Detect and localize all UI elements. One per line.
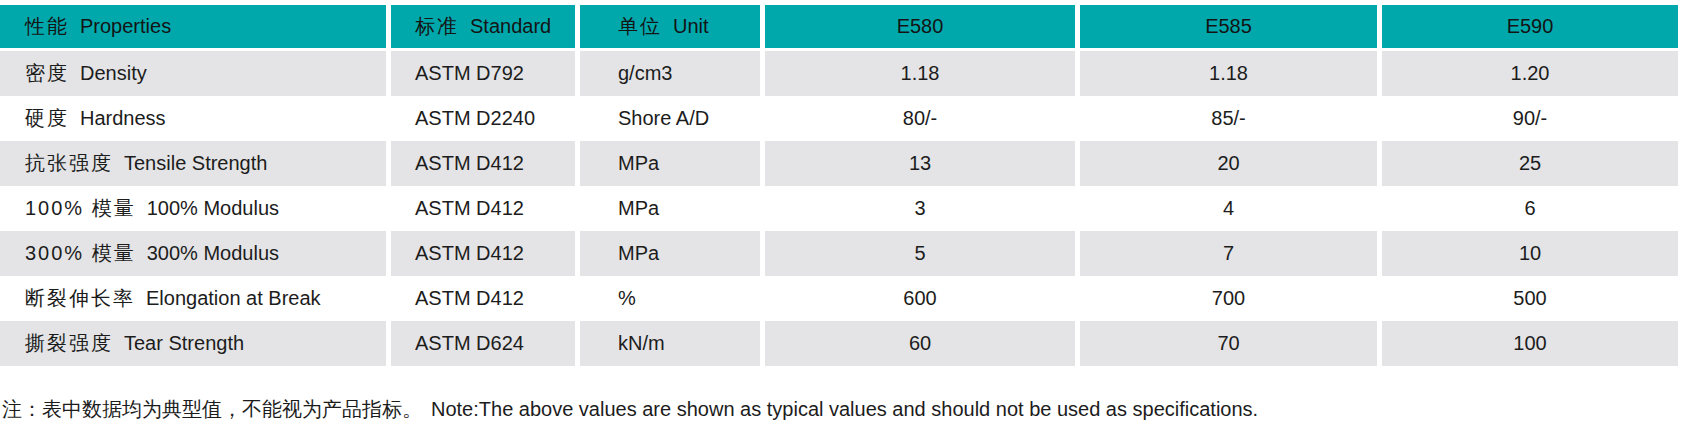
column-header-e590: E590 bbox=[1377, 5, 1678, 51]
e585-value-cell: 70 bbox=[1075, 321, 1377, 366]
standard-cell: ASTM D792 bbox=[386, 51, 575, 96]
e590-value-cell: 100 bbox=[1377, 321, 1678, 366]
unit-cell: MPa bbox=[575, 186, 760, 231]
property-en: Density bbox=[80, 62, 147, 84]
unit-cell: MPa bbox=[575, 141, 760, 186]
e590-value-cell: 6 bbox=[1377, 186, 1678, 231]
unit-cell: g/cm3 bbox=[575, 51, 760, 96]
property-cell: 密度 Density bbox=[0, 51, 386, 96]
table-row: 300% 模量 300% Modulus ASTM D412 MPa 5 7 10 bbox=[0, 231, 1678, 276]
property-en: Elongation at Break bbox=[146, 287, 321, 309]
table-row: 撕裂强度 Tear Strength ASTM D624 kN/m 60 70 1… bbox=[0, 321, 1678, 366]
unit-cell: % bbox=[575, 276, 760, 321]
standard-cell: ASTM D412 bbox=[386, 186, 575, 231]
column-header-standard-en: Standard bbox=[470, 15, 551, 37]
column-header-e585: E585 bbox=[1075, 5, 1377, 51]
table-header-row: 性能 Properties 标准 Standard 单位 Unit E580 E585… bbox=[0, 5, 1678, 51]
e590-value-cell: 500 bbox=[1377, 276, 1678, 321]
e580-value-cell: 5 bbox=[760, 231, 1075, 276]
column-header-standard-zh: 标准 bbox=[415, 15, 459, 37]
standard-cell: ASTM D412 bbox=[386, 276, 575, 321]
e585-value-cell: 20 bbox=[1075, 141, 1377, 186]
property-en: Hardness bbox=[80, 107, 166, 129]
e585-value-cell: 4 bbox=[1075, 186, 1377, 231]
property-zh: 硬度 bbox=[25, 107, 69, 129]
property-zh: 断裂伸长率 bbox=[25, 287, 135, 309]
property-cell: 300% 模量 300% Modulus bbox=[0, 231, 386, 276]
column-header-unit-zh: 单位 bbox=[618, 15, 662, 37]
standard-cell: ASTM D412 bbox=[386, 141, 575, 186]
property-cell: 抗张强度 Tensile Strength bbox=[0, 141, 386, 186]
properties-table: 性能 Properties 标准 Standard 单位 Unit E580 E585… bbox=[0, 5, 1678, 366]
column-header-unit-en: Unit bbox=[673, 15, 709, 37]
e580-value-cell: 80/- bbox=[760, 96, 1075, 141]
property-zh: 撕裂强度 bbox=[25, 332, 113, 354]
column-header-unit: 单位 Unit bbox=[575, 5, 760, 51]
e580-value-cell: 3 bbox=[760, 186, 1075, 231]
property-zh: 100% 模量 bbox=[25, 197, 136, 219]
product-datasheet: 性能 Properties 标准 Standard 单位 Unit E580 E585… bbox=[0, 0, 1683, 422]
e585-value-cell: 85/- bbox=[1075, 96, 1377, 141]
property-zh: 抗张强度 bbox=[25, 152, 113, 174]
footnote-en: Note:The above values are shown as typic… bbox=[431, 398, 1258, 420]
e580-value-cell: 60 bbox=[760, 321, 1075, 366]
property-en: Tear Strength bbox=[124, 332, 244, 354]
standard-cell: ASTM D2240 bbox=[386, 96, 575, 141]
e590-value-cell: 10 bbox=[1377, 231, 1678, 276]
property-en: 300% Modulus bbox=[147, 242, 279, 264]
e590-value-cell: 1.20 bbox=[1377, 51, 1678, 96]
property-zh: 300% 模量 bbox=[25, 242, 136, 264]
column-header-e580: E580 bbox=[760, 5, 1075, 51]
table-row: 硬度 Hardness ASTM D2240 Shore A/D 80/- 85/… bbox=[0, 96, 1678, 141]
unit-cell: MPa bbox=[575, 231, 760, 276]
e585-value-cell: 1.18 bbox=[1075, 51, 1377, 96]
property-zh: 密度 bbox=[25, 62, 69, 84]
property-en: 100% Modulus bbox=[147, 197, 279, 219]
column-header-standard: 标准 Standard bbox=[386, 5, 575, 51]
e590-value-cell: 90/- bbox=[1377, 96, 1678, 141]
property-cell: 撕裂强度 Tear Strength bbox=[0, 321, 386, 366]
column-header-properties-zh: 性能 bbox=[25, 15, 69, 37]
unit-cell: kN/m bbox=[575, 321, 760, 366]
e585-value-cell: 700 bbox=[1075, 276, 1377, 321]
e590-value-cell: 25 bbox=[1377, 141, 1678, 186]
standard-cell: ASTM D412 bbox=[386, 231, 575, 276]
e580-value-cell: 600 bbox=[760, 276, 1075, 321]
e585-value-cell: 7 bbox=[1075, 231, 1377, 276]
property-cell: 硬度 Hardness bbox=[0, 96, 386, 141]
footnote-zh: 注：表中数据均为典型值，不能视为产品指标。 bbox=[2, 398, 422, 420]
table-row: 抗张强度 Tensile Strength ASTM D412 MPa 13 20… bbox=[0, 141, 1678, 186]
table-row: 断裂伸长率 Elongation at Break ASTM D412 % 600… bbox=[0, 276, 1678, 321]
property-cell: 断裂伸长率 Elongation at Break bbox=[0, 276, 386, 321]
unit-cell: Shore A/D bbox=[575, 96, 760, 141]
e580-value-cell: 1.18 bbox=[760, 51, 1075, 96]
standard-cell: ASTM D624 bbox=[386, 321, 575, 366]
column-header-properties: 性能 Properties bbox=[0, 5, 386, 51]
table-row: 密度 Density ASTM D792 g/cm3 1.18 1.18 1.20 bbox=[0, 51, 1678, 96]
property-en: Tensile Strength bbox=[124, 152, 267, 174]
table-row: 100% 模量 100% Modulus ASTM D412 MPa 3 4 6 bbox=[0, 186, 1678, 231]
footnote: 注：表中数据均为典型值，不能视为产品指标。 Note:The above valu… bbox=[2, 397, 1683, 422]
e580-value-cell: 13 bbox=[760, 141, 1075, 186]
column-header-properties-en: Properties bbox=[80, 15, 171, 37]
property-cell: 100% 模量 100% Modulus bbox=[0, 186, 386, 231]
